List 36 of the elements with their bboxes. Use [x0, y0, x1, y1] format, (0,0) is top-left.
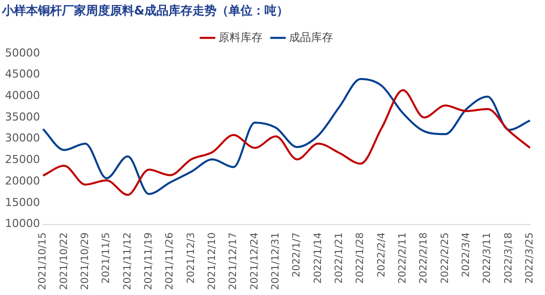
x-tick-label: 2022/1/28 [355, 232, 366, 284]
y-tick-label: 40000 [4, 89, 40, 102]
x-tick-label: 2022/2/11 [398, 232, 409, 284]
x-tick-label: 2021/11/5 [101, 232, 112, 284]
x-tick-label: 2022/1/21 [334, 232, 346, 284]
x-tick-label: 2022/1/7 [292, 232, 303, 278]
x-tick-label: 2021/10/22 [58, 232, 70, 290]
x-tick-label: 2022/2/25 [440, 232, 451, 284]
y-tick-label: 15000 [4, 196, 40, 209]
x-tick-label: 2022/2/4 [376, 232, 388, 278]
chart-title: 小样本铜杆厂家周度原料&成品库存走势（单位：吨） [1, 3, 288, 18]
x-tick-label: 2022/3/25 [524, 232, 536, 284]
x-tick-label: 2021/12/17 [228, 232, 240, 290]
x-tick-label: 2022/3/4 [461, 232, 472, 278]
x-tick-label: 2022/2/18 [418, 232, 430, 284]
y-tick-label: 20000 [4, 174, 40, 188]
x-tick-label: 2021/11/26 [164, 232, 176, 290]
x-tick-label: 2022/1/14 [312, 232, 324, 284]
x-tick-label: 2021/12/3 [186, 232, 197, 284]
x-tick-label: 2021/11/19 [143, 232, 154, 290]
y-tick-label: 45000 [4, 68, 40, 81]
y-tick-label: 25000 [4, 153, 40, 166]
y-tick-label: 35000 [4, 110, 40, 124]
y-tick-label: 30000 [4, 132, 40, 145]
legend-label: 原料库存 [218, 30, 262, 44]
x-tick-label: 2021/12/31 [270, 232, 282, 290]
legend-label: 成品库存 [289, 30, 333, 44]
y-tick-label: 50000 [4, 46, 40, 60]
y-tick-label: 10000 [4, 217, 40, 230]
x-tick-label: 2021/12/10 [206, 232, 218, 290]
x-tick-label: 2021/12/24 [249, 232, 260, 290]
x-tick-label: 2021/10/15 [38, 232, 49, 290]
x-tick-label: 2021/11/12 [122, 232, 134, 290]
x-tick-label: 2022/3/18 [503, 232, 514, 284]
x-tick-label: 2021/10/29 [80, 232, 91, 290]
x-tick-label: 2022/3/11 [482, 232, 494, 284]
